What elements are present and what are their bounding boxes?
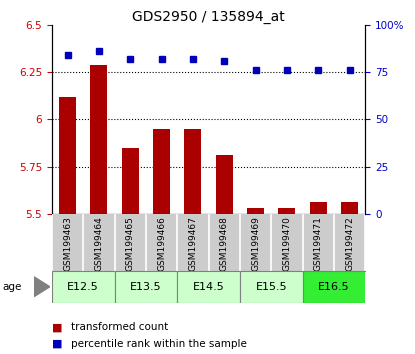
Text: E16.5: E16.5 [318, 282, 350, 292]
Polygon shape [34, 277, 50, 297]
Bar [59, 97, 76, 214]
Text: GSM199464: GSM199464 [94, 216, 103, 270]
Title: GDS2950 / 135894_at: GDS2950 / 135894_at [132, 10, 285, 24]
Text: E15.5: E15.5 [255, 282, 287, 292]
Bar [303, 271, 365, 303]
Bar [115, 271, 177, 303]
Text: GSM199468: GSM199468 [220, 216, 229, 271]
Bar [122, 148, 139, 214]
Bar [90, 64, 107, 214]
Text: transformed count: transformed count [71, 322, 168, 332]
Text: GSM199466: GSM199466 [157, 216, 166, 271]
Text: age: age [2, 282, 22, 292]
Bar [310, 202, 327, 214]
Bar [278, 207, 295, 214]
Bar [52, 271, 115, 303]
Bar [184, 129, 202, 214]
Bar [153, 129, 170, 214]
Text: GSM199470: GSM199470 [282, 216, 291, 271]
Text: E13.5: E13.5 [130, 282, 162, 292]
Bar [240, 271, 303, 303]
Text: E14.5: E14.5 [193, 282, 225, 292]
Text: E12.5: E12.5 [67, 282, 99, 292]
Text: GSM199472: GSM199472 [345, 216, 354, 270]
Bar [177, 271, 240, 303]
Text: GSM199467: GSM199467 [188, 216, 198, 271]
Bar [247, 207, 264, 214]
Text: GSM199469: GSM199469 [251, 216, 260, 271]
Text: percentile rank within the sample: percentile rank within the sample [71, 339, 247, 349]
Text: GSM199465: GSM199465 [126, 216, 135, 271]
Text: GSM199471: GSM199471 [314, 216, 323, 271]
Text: ■: ■ [52, 322, 62, 332]
Text: ■: ■ [52, 339, 62, 349]
Bar [341, 202, 358, 214]
Text: GSM199463: GSM199463 [63, 216, 72, 271]
Bar [215, 155, 233, 214]
